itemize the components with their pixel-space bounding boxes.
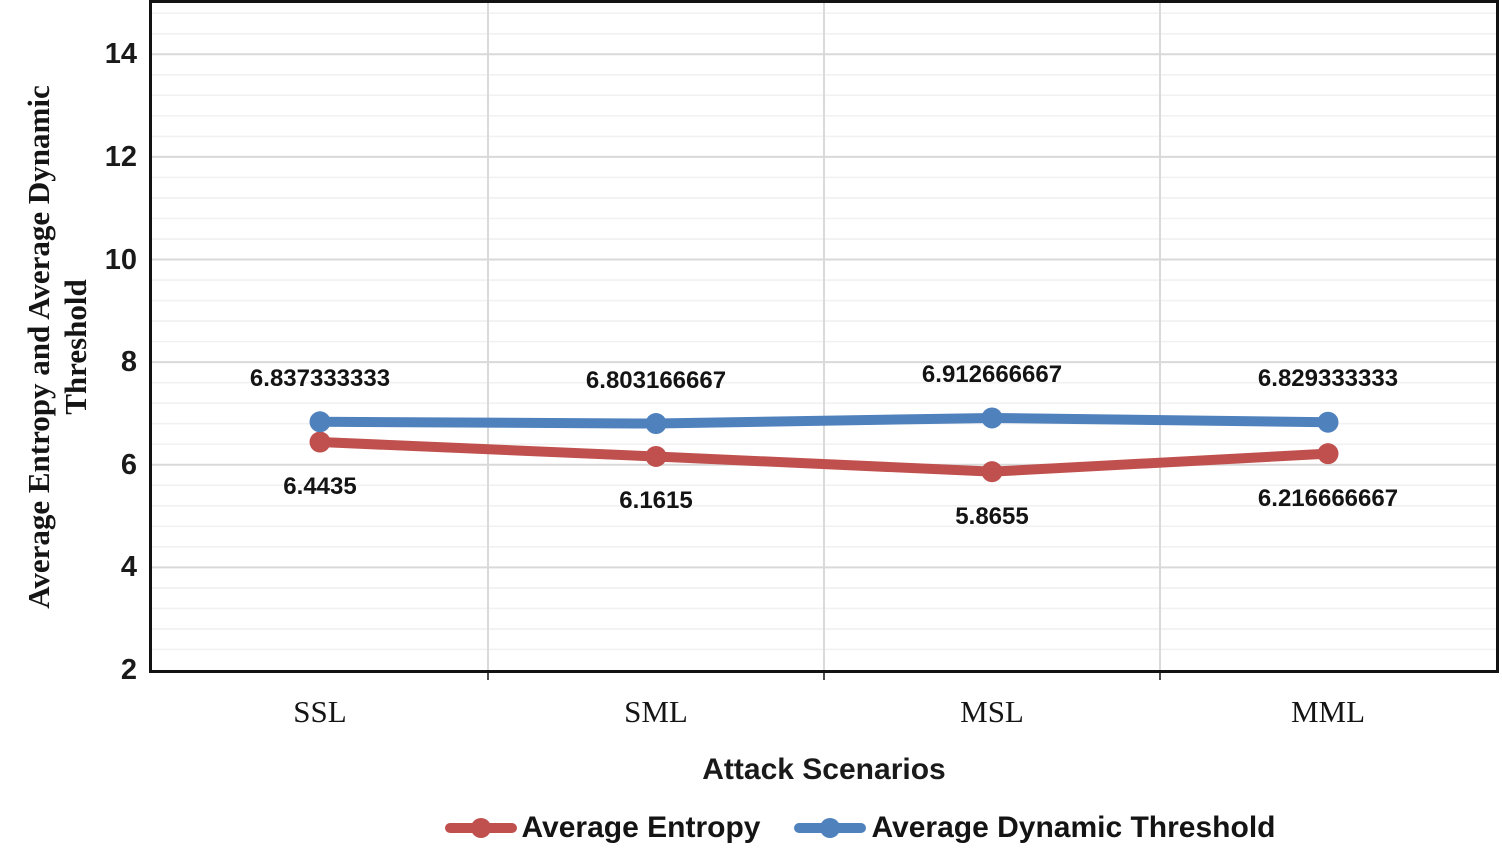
series-line	[315, 437, 1333, 477]
data-label: 6.912666667	[921, 360, 1063, 388]
legend-item-average-dynamic-threshold: Average Dynamic Threshold	[794, 810, 1276, 846]
data-point-marker	[981, 461, 1003, 483]
data-label: 6.829333333	[1257, 365, 1399, 393]
x-axis-title: Attack Scenarios	[702, 753, 946, 786]
y-tick-label: 10	[104, 243, 137, 276]
data-point-marker	[309, 411, 331, 433]
legend-dot-blue	[820, 818, 841, 838]
y-tick-label: 12	[104, 140, 137, 173]
data-label: 6.216666667	[1257, 484, 1399, 512]
data-point-marker	[1317, 443, 1339, 465]
y-tick-label: 4	[120, 551, 137, 584]
chart-legend: Average Entropy Average Dynamic Threshol…	[188, 810, 1502, 846]
gridlines	[152, 3, 1496, 680]
x-tick-label-msl: MSL	[960, 694, 1024, 729]
data-label: 6.1615	[619, 487, 693, 515]
legend-item-average-entropy: Average Entropy	[444, 810, 761, 846]
series-line	[315, 412, 1333, 429]
x-tick-label-ssl: SSL	[293, 694, 347, 729]
series-average-entropy	[309, 431, 1339, 483]
y-tick-label: 2	[120, 654, 137, 686]
legend-label-average-entropy: Average Entropy	[521, 811, 761, 844]
chart-canvas	[152, 3, 1496, 680]
data-point-marker	[981, 407, 1003, 429]
data-point-marker	[309, 431, 331, 453]
data-label: 5.8655	[955, 502, 1029, 530]
legend-dot-red	[470, 818, 491, 838]
data-point-marker	[645, 413, 667, 435]
legend-line-marker-sample-blue	[794, 817, 867, 839]
data-label: 6.4435	[283, 473, 357, 500]
y-tick-label: 6	[120, 448, 137, 481]
data-point-marker	[645, 445, 667, 467]
y-tick-label: 8	[120, 346, 137, 379]
x-tick-label-mml: MML	[1290, 694, 1366, 729]
x-tick-label-sml: SML	[624, 694, 688, 729]
legend-label-average-dynamic-threshold: Average Dynamic Threshold	[871, 811, 1276, 844]
y-tick-label: 14	[104, 38, 137, 71]
data-point-marker	[1317, 411, 1339, 433]
data-label: 6.837333333	[249, 364, 391, 392]
data-label: 6.803166667	[585, 366, 727, 394]
series-average-dynamic-threshold	[309, 407, 1339, 435]
plot-area: 6.4435 6.1615 5.8655 6.216666667 6.837333333…	[149, 0, 1499, 680]
legend-line-marker-sample-red	[444, 817, 517, 839]
